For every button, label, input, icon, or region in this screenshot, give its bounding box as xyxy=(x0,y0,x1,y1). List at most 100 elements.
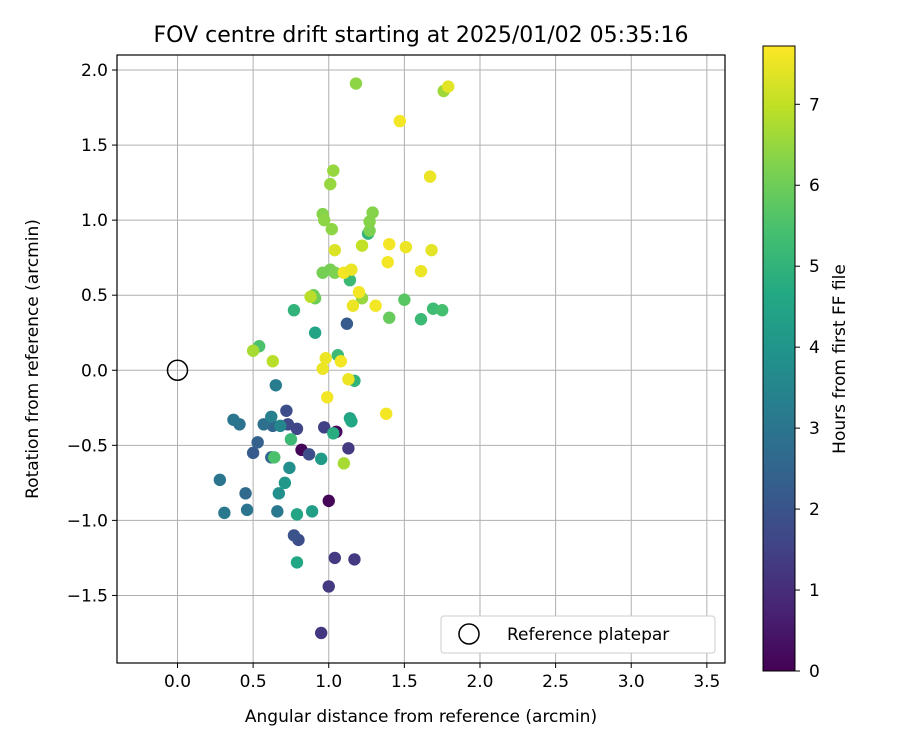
y-tick-label: 0.5 xyxy=(81,286,108,306)
x-tick-label: 3.5 xyxy=(693,672,720,692)
x-axis-label: Angular distance from reference (arcmin) xyxy=(245,707,597,727)
y-tick-label: 1.0 xyxy=(81,211,108,231)
data-point xyxy=(272,487,286,500)
data-point xyxy=(366,206,379,219)
data-point xyxy=(246,344,260,357)
colorbar-tick-label: 5 xyxy=(809,257,820,277)
y-tick-label: −0.5 xyxy=(67,436,108,456)
data-point xyxy=(271,505,284,518)
data-point xyxy=(266,355,279,368)
data-point xyxy=(321,391,334,404)
reference-marker-layer xyxy=(166,359,189,382)
data-point xyxy=(269,379,283,392)
data-point xyxy=(290,556,304,569)
colorbar-tick-label: 2 xyxy=(809,500,820,520)
data-point xyxy=(414,264,428,278)
data-point xyxy=(268,451,281,464)
plot-frame xyxy=(116,54,726,664)
data-point xyxy=(322,580,335,593)
data-point xyxy=(318,213,331,227)
data-point xyxy=(314,452,328,466)
chart-title: FOV centre drift starting at 2025/01/02 … xyxy=(154,23,689,48)
data-point xyxy=(345,415,358,428)
data-point xyxy=(327,427,340,440)
data-point xyxy=(240,503,254,517)
grid xyxy=(117,55,725,663)
y-tick-label: 1.5 xyxy=(81,136,108,156)
data-point xyxy=(251,436,264,449)
data-point xyxy=(328,266,341,279)
data-point xyxy=(423,170,437,183)
data-point xyxy=(414,313,428,326)
x-tick-label: 0.5 xyxy=(240,672,267,692)
data-point xyxy=(322,494,335,508)
data-point xyxy=(363,224,376,237)
data-point xyxy=(327,164,340,177)
data-point xyxy=(399,240,413,254)
data-point xyxy=(227,413,240,426)
data-point xyxy=(287,304,301,317)
y-tick-label: −1.5 xyxy=(67,586,108,606)
colorbar-tick-label: 1 xyxy=(809,581,820,601)
x-tick-label: 3.0 xyxy=(618,672,645,692)
colorbar-label: Hours from first FF file xyxy=(830,264,850,454)
reference-platepar-marker xyxy=(166,359,189,382)
data-point xyxy=(265,410,278,423)
data-point xyxy=(442,80,455,93)
data-point xyxy=(342,373,355,386)
data-point xyxy=(383,311,396,324)
data-point xyxy=(305,505,319,518)
x-tick-label: 2.5 xyxy=(542,672,569,692)
data-point xyxy=(308,326,322,339)
data-point xyxy=(283,461,296,475)
x-tick-label: 2.0 xyxy=(466,672,493,692)
data-point xyxy=(346,299,360,312)
colorbar-tick-label: 6 xyxy=(809,176,820,196)
data-point xyxy=(328,551,341,565)
colorbar-ticks: 0 1 2 3 4 5 6 7 xyxy=(795,95,820,682)
data-point xyxy=(380,407,393,420)
data-point xyxy=(334,355,348,368)
y-tick-label: 2.0 xyxy=(81,61,108,81)
data-point xyxy=(340,317,354,330)
legend-box xyxy=(440,615,716,654)
data-points xyxy=(213,77,455,640)
x-tick-label: 1.0 xyxy=(315,672,342,692)
data-point xyxy=(345,263,358,276)
data-point xyxy=(342,442,355,455)
data-point xyxy=(319,352,332,365)
data-point xyxy=(274,419,287,433)
data-point xyxy=(393,114,407,128)
data-point xyxy=(348,553,361,566)
y-tick-label: −1.0 xyxy=(67,511,108,531)
data-point xyxy=(213,473,227,487)
y-axis-label: Rotation from reference (arcmin) xyxy=(23,219,43,499)
data-point xyxy=(349,77,363,90)
data-point xyxy=(398,293,411,306)
data-point xyxy=(302,448,316,461)
data-point xyxy=(218,506,231,520)
data-point xyxy=(355,239,369,252)
data-point xyxy=(284,433,298,446)
data-point xyxy=(318,421,331,434)
colorbar-tick-label: 0 xyxy=(809,662,820,682)
data-point xyxy=(435,304,449,317)
colorbar-tick-label: 4 xyxy=(809,338,820,358)
data-point xyxy=(278,476,292,490)
data-point xyxy=(425,243,438,257)
data-point xyxy=(383,237,396,251)
data-point xyxy=(316,362,329,375)
data-point xyxy=(246,446,260,460)
data-point xyxy=(328,243,341,257)
legend-reference-marker xyxy=(458,623,480,645)
data-point xyxy=(304,290,317,303)
data-point xyxy=(280,404,293,417)
data-point xyxy=(352,285,366,299)
y-axis-ticks: −1.5 −1.0 −0.5 0.0 0.5 1.0 1.5 2.0 xyxy=(67,61,117,606)
data-point xyxy=(325,222,338,236)
colorbar-tick-label: 7 xyxy=(809,95,820,115)
legend-label: Reference platepar xyxy=(507,625,669,645)
legend: Reference platepar xyxy=(440,615,716,654)
data-point xyxy=(239,487,252,500)
